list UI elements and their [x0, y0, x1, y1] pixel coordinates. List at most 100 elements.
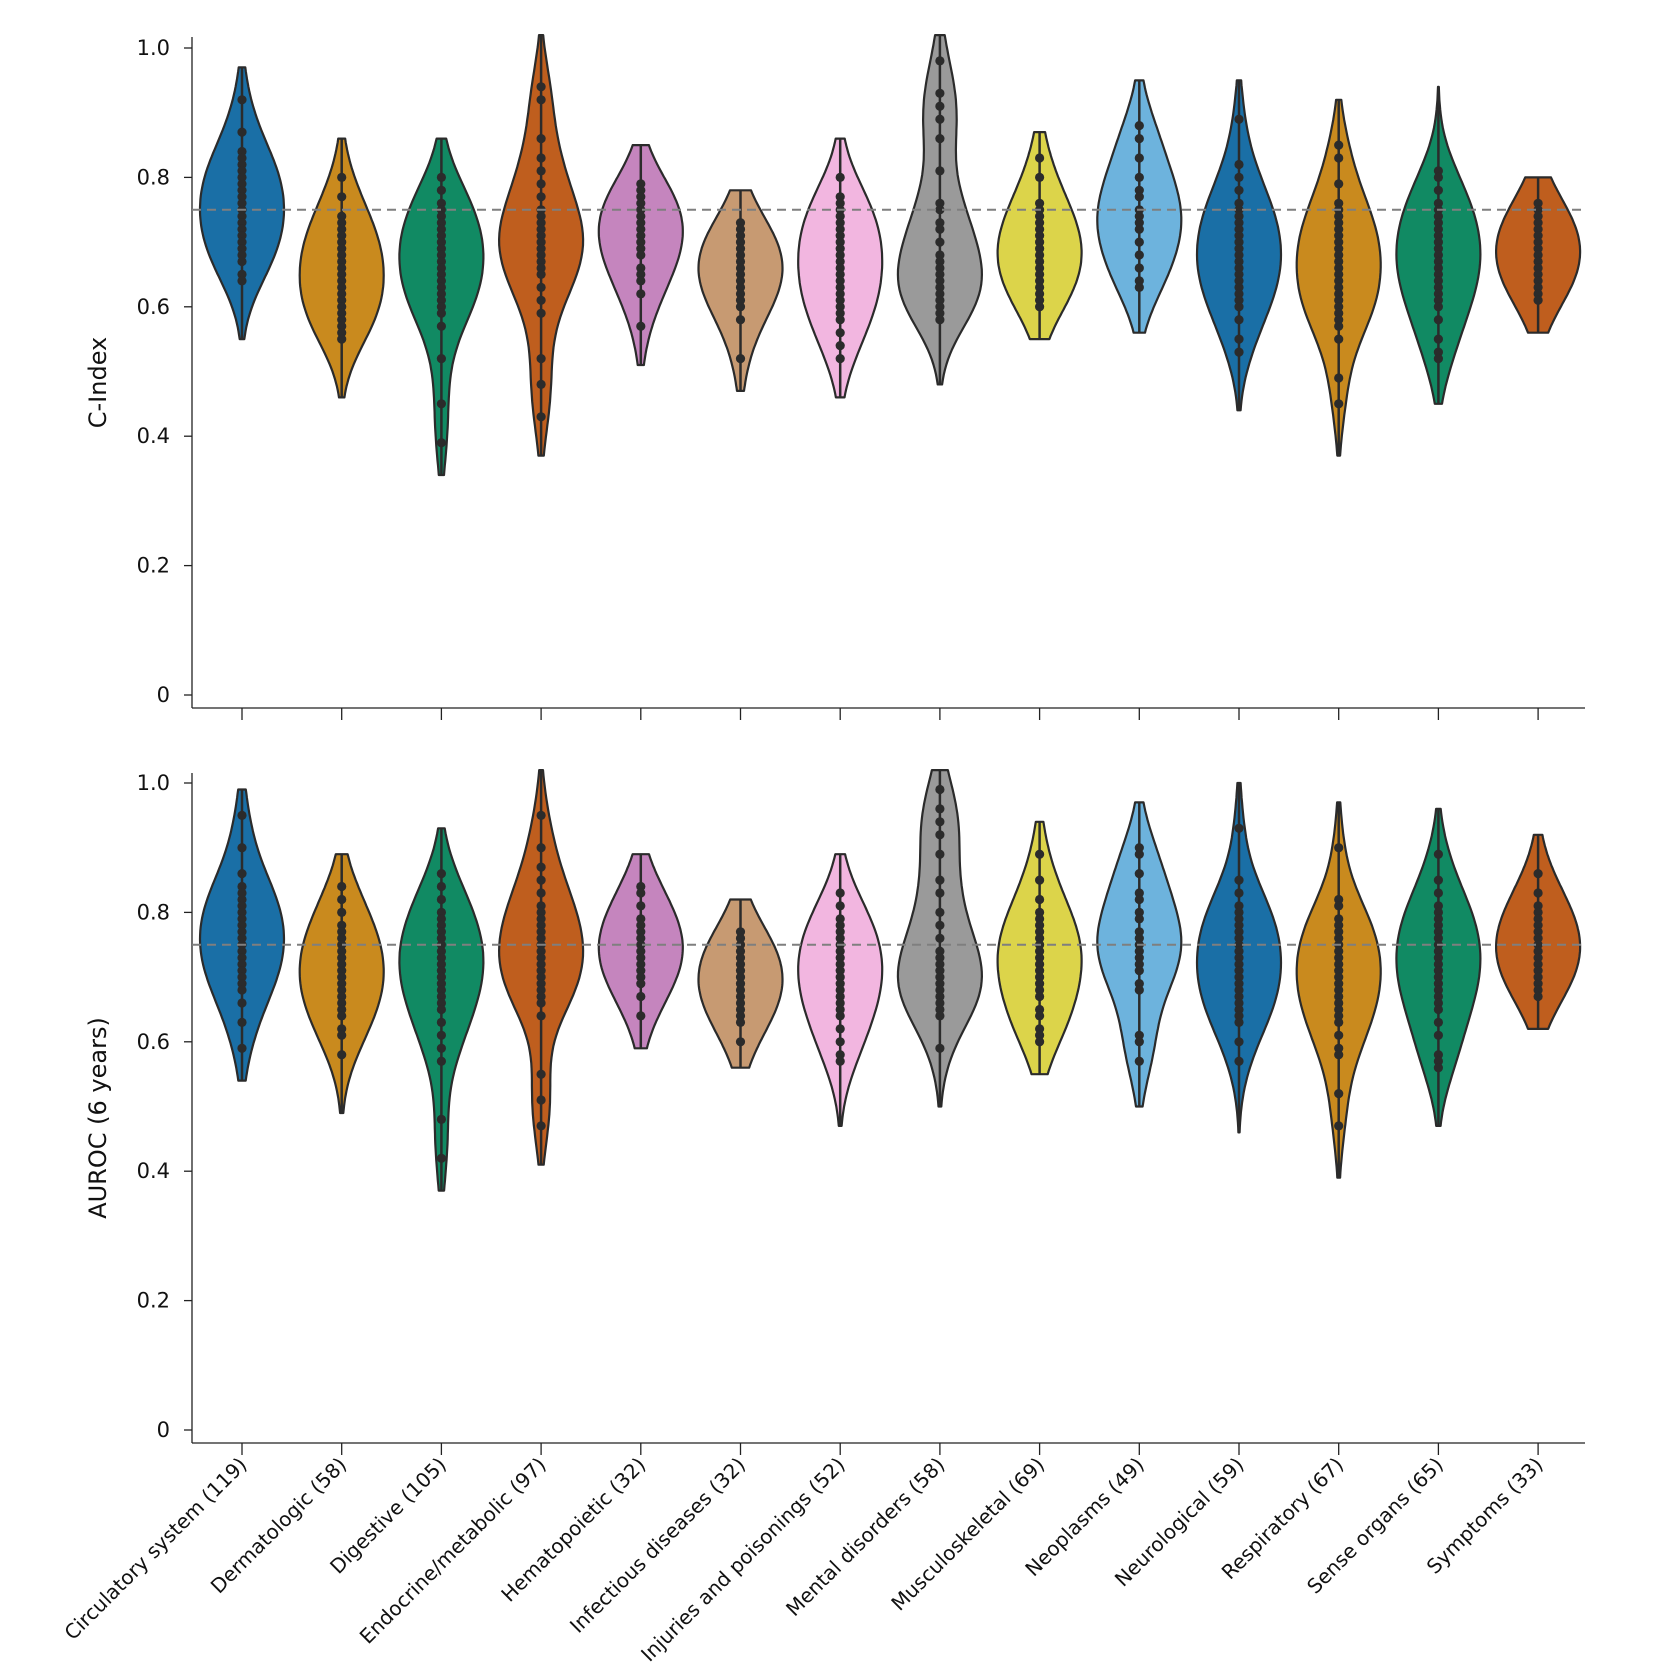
data-point	[237, 256, 247, 267]
data-point	[1533, 901, 1543, 911]
data-point	[436, 1153, 446, 1163]
data-point	[935, 972, 945, 982]
category-label-endocrine-metabolic: Endocrine/metabolic (97)	[355, 1453, 551, 1649]
data-point	[536, 991, 546, 1002]
data-point	[337, 1011, 347, 1021]
data-point	[1234, 289, 1244, 299]
data-point	[536, 933, 546, 943]
data-point	[835, 218, 845, 228]
violin-injuries-and-poisonings	[797, 853, 884, 1127]
data-point	[1334, 946, 1344, 956]
data-point	[536, 263, 546, 273]
data-point	[1334, 295, 1344, 305]
data-point	[536, 282, 546, 292]
data-point	[237, 933, 247, 943]
data-point	[237, 901, 247, 911]
data-point	[636, 881, 646, 892]
data-point	[436, 237, 446, 247]
data-point	[337, 334, 347, 344]
data-point	[436, 966, 446, 976]
data-point	[1433, 185, 1443, 195]
data-point	[1234, 927, 1244, 937]
y-tick-label: 1.0	[137, 771, 170, 795]
data-point	[935, 282, 945, 292]
violin-dermatologic	[298, 853, 385, 1115]
data-point	[337, 1024, 347, 1034]
data-point	[1433, 933, 1443, 943]
data-point	[1234, 302, 1244, 312]
data-point	[636, 231, 646, 241]
data-point	[337, 315, 347, 325]
data-point	[536, 244, 546, 254]
data-point	[1533, 972, 1543, 982]
data-point	[1334, 998, 1344, 1008]
data-point	[835, 1050, 845, 1060]
data-point	[636, 933, 646, 943]
data-point	[935, 295, 945, 305]
data-point	[536, 875, 546, 885]
data-point	[636, 185, 646, 195]
data-point	[1433, 985, 1443, 995]
data-point	[1334, 218, 1344, 228]
data-point	[735, 972, 746, 982]
violin-symptoms	[1495, 176, 1582, 334]
data-point	[337, 172, 347, 182]
data-point	[337, 308, 347, 318]
data-point	[1134, 263, 1144, 273]
data-point	[1433, 953, 1443, 963]
data-point	[436, 1114, 446, 1124]
data-point	[1334, 224, 1344, 234]
data-point	[1035, 991, 1045, 1002]
data-point	[735, 1017, 746, 1027]
data-point	[935, 205, 945, 215]
data-point	[536, 1069, 546, 1079]
violin-infectious-diseases	[697, 898, 784, 1069]
data-point	[536, 354, 546, 364]
data-point	[237, 244, 247, 254]
data-point	[1433, 979, 1443, 989]
data-point	[735, 315, 746, 325]
data-point	[1334, 153, 1344, 163]
data-point	[237, 972, 247, 982]
data-point	[735, 946, 746, 956]
data-point	[1433, 231, 1443, 241]
data-point	[337, 218, 347, 228]
data-point	[536, 95, 546, 105]
data-point	[1134, 211, 1144, 221]
data-point	[1433, 849, 1443, 859]
data-point	[337, 250, 347, 260]
category-label-circulatory-system: Circulatory system (119)	[59, 1453, 251, 1645]
data-point	[1433, 289, 1443, 299]
data-point	[935, 166, 945, 176]
data-point	[1234, 224, 1244, 234]
data-point	[835, 1024, 845, 1034]
data-point	[935, 276, 945, 286]
auroc-panel: AUROC (6 years) 0 0.2 0.4 0.6 0.8 1.0	[84, 769, 1585, 1455]
data-point	[835, 224, 845, 234]
data-point	[1334, 1043, 1344, 1053]
data-point	[735, 282, 746, 292]
data-point	[835, 959, 845, 969]
data-point	[337, 959, 347, 969]
data-point	[1334, 289, 1344, 299]
data-point	[1334, 894, 1344, 905]
data-point	[436, 1056, 446, 1066]
data-point	[1433, 282, 1443, 292]
data-point	[735, 263, 746, 273]
data-point	[1334, 843, 1344, 853]
data-point	[1533, 953, 1543, 963]
data-point	[935, 830, 945, 840]
data-point	[337, 321, 347, 331]
data-point	[436, 998, 446, 1008]
data-point	[436, 250, 446, 260]
data-point	[1433, 334, 1443, 344]
data-point	[1533, 218, 1543, 228]
violin-mental-disorders	[896, 769, 983, 1108]
data-point	[1433, 256, 1443, 267]
data-point	[436, 321, 446, 331]
data-point	[1433, 888, 1443, 898]
data-point	[735, 224, 746, 234]
data-point	[1334, 901, 1344, 911]
data-point	[1035, 250, 1045, 260]
violin-musculoskeletal	[996, 131, 1083, 341]
